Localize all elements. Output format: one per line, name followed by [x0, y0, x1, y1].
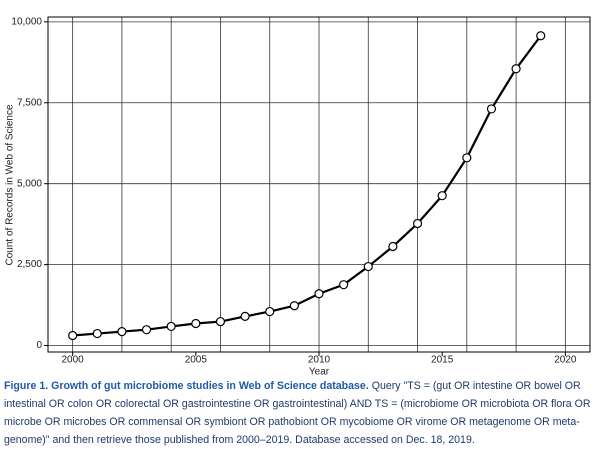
- plot-frame: [47, 16, 591, 353]
- point: [462, 153, 472, 163]
- line: [72, 35, 542, 337]
- y-tick-label: 10,000: [11, 16, 42, 27]
- caption: Figure 1. Growth of gut microbiome studi…: [4, 377, 594, 449]
- point: [486, 104, 497, 114]
- point: [363, 261, 373, 272]
- caption-text: Query "TS = (gut OR intestine OR bowel O…: [4, 380, 591, 446]
- point: [117, 327, 127, 337]
- x-tick-label: 2000: [62, 355, 85, 366]
- caption-title: Figure 1. Growth of gut microbiome studi…: [4, 380, 369, 392]
- point: [388, 241, 398, 252]
- point: [68, 330, 78, 341]
- point: [215, 316, 226, 327]
- chart: Year Count of Records in Web of Science …: [5, 16, 591, 378]
- x-tick-label: 2005: [185, 355, 208, 366]
- x-axis-title: Year: [309, 367, 330, 376]
- point: [240, 311, 250, 321]
- x-tick-label: 2020: [554, 355, 577, 366]
- point: [511, 64, 521, 74]
- x-tick-label: 2015: [431, 355, 454, 366]
- point: [339, 280, 349, 290]
- point: [191, 318, 201, 329]
- point: [141, 325, 152, 335]
- y-tick-label: 2,500: [17, 259, 42, 270]
- x-tick-label: 2010: [308, 355, 331, 366]
- point: [536, 31, 546, 41]
- point: [166, 321, 176, 332]
- point: [437, 191, 447, 201]
- point: [314, 289, 324, 299]
- y-tick-label: 7,500: [17, 97, 42, 108]
- point: [92, 328, 102, 339]
- point: [265, 306, 275, 317]
- point: [412, 218, 423, 229]
- y-tick-label: 5,000: [17, 178, 42, 189]
- point: [289, 301, 299, 311]
- y-axis-title: Count of Records in Web of Science: [5, 104, 16, 265]
- y-tick-label: 0: [36, 340, 42, 351]
